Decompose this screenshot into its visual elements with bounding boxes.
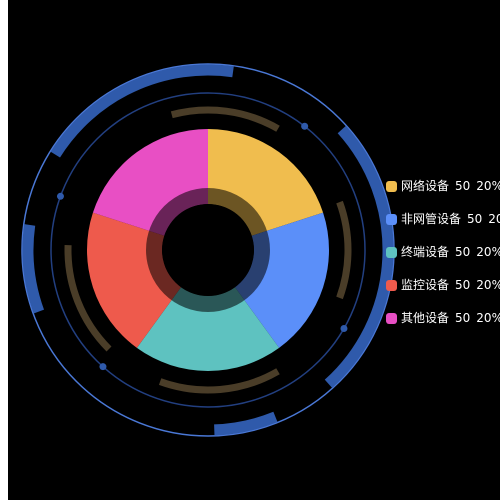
legend-value: 50 (467, 212, 483, 226)
legend-swatch (386, 180, 397, 192)
gold-arc-1 (336, 200, 352, 300)
ring-dot-3 (56, 192, 64, 200)
inner-thin-ring (50, 92, 366, 408)
inner-shade-ring (146, 188, 270, 312)
legend-label: 其他设备 (401, 311, 450, 325)
legend-value: 50 (455, 311, 471, 325)
decorative-rings (21, 63, 395, 437)
legend-swatch (386, 312, 397, 324)
outer-thick-arc-1 (324, 125, 394, 388)
legend-swatch (386, 246, 397, 258)
legend-percent: 20% (488, 212, 500, 226)
legend-percent: 20% (476, 245, 500, 259)
legend-item-other[interactable]: 其他设备 50 20% (386, 308, 500, 328)
outer-thick-arc-2 (213, 411, 278, 436)
ring-dot-0 (301, 122, 309, 130)
legend: 网络设备 50 20% 非网管设备 50 20% 终端设备 50 20% 监控设… (386, 176, 500, 341)
legend-swatch (386, 279, 397, 291)
legend-percent: 20% (476, 311, 500, 325)
legend-percent: 20% (476, 179, 500, 193)
pie-slice-2 (136, 287, 280, 371)
center-hole (162, 204, 254, 296)
legend-value: 50 (455, 245, 471, 259)
legend-percent: 20% (476, 278, 500, 292)
legend-item-terminal[interactable]: 终端设备 50 20% (386, 242, 500, 262)
gold-arc-3 (64, 244, 112, 352)
legend-label: 网络设备 (401, 179, 450, 193)
legend-label: 终端设备 (401, 245, 450, 259)
inner-overlay-ring (146, 188, 270, 312)
legend-swatch (386, 213, 397, 225)
ring-dot-1 (340, 325, 348, 332)
ring-dot-2 (99, 363, 107, 371)
legend-item-network[interactable]: 网络设备 50 20% (386, 176, 500, 196)
gold-arc-2 (158, 368, 280, 394)
legend-value: 50 (455, 179, 471, 193)
outer-thick-arc-0 (50, 64, 234, 158)
legend-value: 50 (455, 278, 471, 292)
legend-label: 非网管设备 (401, 212, 462, 226)
legend-item-non-managed[interactable]: 非网管设备 50 20% (386, 209, 500, 229)
legend-label: 监控设备 (401, 278, 450, 292)
left-edge-strip (0, 0, 8, 500)
outer-thick-arc-3 (22, 224, 45, 314)
gold-arc-0 (170, 106, 280, 132)
legend-item-monitoring[interactable]: 监控设备 50 20% (386, 275, 500, 295)
